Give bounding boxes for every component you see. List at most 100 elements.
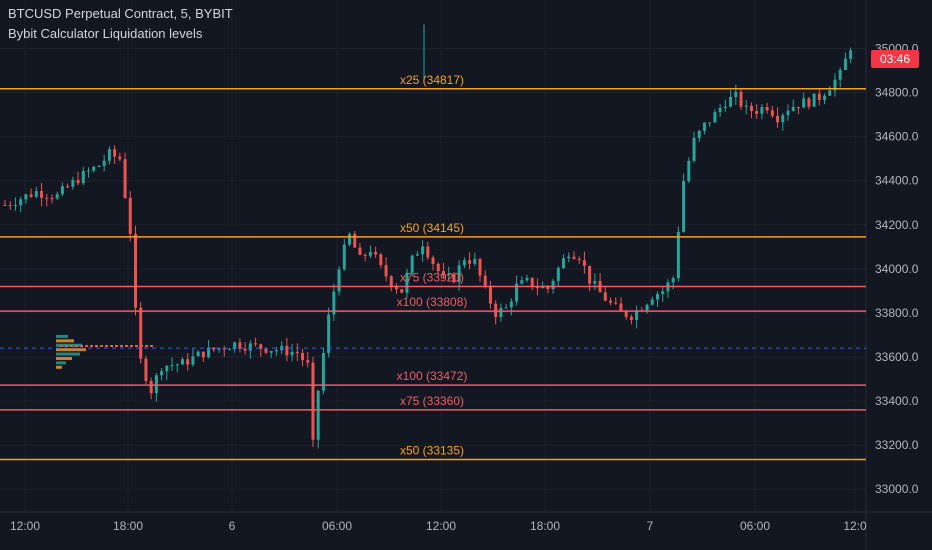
candle-body (718, 108, 722, 113)
candle-body (828, 90, 832, 96)
liquidation-level-label: x75 (33920) (400, 270, 464, 284)
candle-body (530, 277, 534, 288)
indicator-title[interactable]: Bybit Calculator Liquidation levels (8, 26, 203, 41)
candle-body (843, 58, 847, 70)
time-axis[interactable]: 12:00 18:00 6 06:00 12:00 18:00 7 06:00 12:0 (10, 519, 867, 533)
candle-body (254, 343, 258, 345)
candle-body (212, 347, 216, 350)
candle-body (650, 299, 654, 305)
candle-body (13, 205, 17, 207)
candle-body (457, 265, 461, 283)
candle-body (295, 351, 299, 354)
candle-body (301, 353, 305, 361)
candle-body (348, 233, 352, 245)
candle-body (462, 260, 466, 266)
candle-body (222, 348, 226, 350)
liquidation-level-label: x100 (33472) (397, 369, 468, 383)
candle-body (702, 122, 706, 131)
candle-body (687, 160, 691, 182)
candle-body (588, 265, 592, 284)
candle-body (849, 50, 853, 59)
candle-body (421, 246, 425, 255)
candle-body (838, 69, 842, 80)
candle-body (233, 342, 237, 350)
candle-body (40, 191, 44, 198)
volume-profile-bar (56, 348, 86, 352)
candle-body (368, 251, 372, 256)
candle-body (817, 93, 821, 100)
candle-body (139, 307, 143, 359)
candle-body (614, 302, 618, 304)
candle-body (316, 390, 320, 440)
candle-body (676, 231, 680, 279)
candle-body (661, 291, 665, 295)
candle-body (290, 351, 294, 356)
candle-body (624, 310, 628, 317)
candle-body (609, 300, 613, 303)
candle-body (389, 276, 393, 287)
candle-body (760, 106, 764, 114)
candle-body (441, 271, 445, 276)
candle-body (207, 347, 211, 358)
candle-body (379, 254, 383, 266)
candle-body (603, 292, 607, 301)
price-tick-label: 34800.0 (875, 86, 919, 100)
candle-body (196, 351, 200, 357)
candle-body (671, 278, 675, 283)
candle-body (154, 375, 158, 394)
price-axis[interactable]: 33000.0 33200.0 33400.0 33600.0 33800.0 34000… (875, 41, 919, 496)
time-tick-label: 18:00 (113, 519, 143, 533)
candle-body (786, 110, 790, 116)
price-tick-label: 33000.0 (875, 482, 919, 496)
candle-body (191, 356, 195, 365)
candle-body (509, 301, 513, 308)
candle-body (29, 194, 33, 197)
candle-body (81, 170, 85, 184)
candle-body (483, 275, 487, 286)
price-tick-label: 33200.0 (875, 438, 919, 452)
candle-body (744, 105, 748, 107)
candle-body (562, 258, 566, 269)
candle-body (426, 246, 430, 258)
candle-body (556, 268, 560, 281)
candle-body (405, 272, 409, 293)
candle-body (384, 265, 388, 277)
candle-body (478, 259, 482, 276)
candle-body (567, 256, 571, 259)
candle-body (796, 106, 800, 108)
candle-body (243, 348, 247, 351)
candle-body (19, 199, 23, 206)
candle-body (186, 359, 190, 365)
price-tick-label: 34000.0 (875, 262, 919, 276)
candle-body (337, 269, 341, 292)
candle-body (269, 351, 273, 353)
symbol-title[interactable]: BTCUSD Perpetual Contract, 5, BYBIT (8, 6, 233, 21)
candle-body (749, 105, 753, 112)
candle-body (468, 260, 472, 264)
candle-body (332, 291, 336, 315)
candle-body (311, 362, 315, 440)
candle-body (436, 263, 440, 272)
bar-countdown-badge: 03:46 (871, 50, 919, 68)
candle-body (217, 348, 221, 350)
price-tick-label: 33800.0 (875, 306, 919, 320)
candle-body (97, 165, 101, 167)
candle-body (76, 179, 80, 184)
time-tick-label: 06:00 (740, 519, 770, 533)
volume-profile-bar (56, 352, 80, 356)
candle-body (415, 254, 419, 256)
candle-body (363, 254, 367, 256)
price-tick-label: 34400.0 (875, 174, 919, 188)
candle-body (791, 106, 795, 111)
candle-body (227, 349, 231, 351)
candle-body (708, 122, 712, 124)
candle-body (656, 294, 659, 300)
candle-body (807, 98, 811, 107)
time-tick-label: 18:00 (530, 519, 560, 533)
candle-body (525, 277, 529, 281)
candle-body (593, 281, 597, 284)
candle-body (353, 233, 357, 248)
candle-body (410, 255, 414, 273)
candle-body (238, 342, 242, 349)
